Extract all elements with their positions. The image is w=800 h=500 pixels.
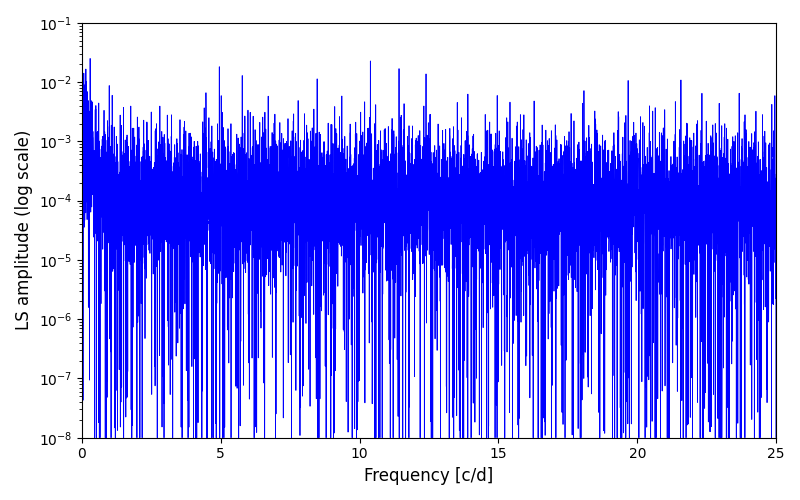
Y-axis label: LS amplitude (log scale): LS amplitude (log scale) [15, 130, 33, 330]
X-axis label: Frequency [c/d]: Frequency [c/d] [364, 467, 494, 485]
